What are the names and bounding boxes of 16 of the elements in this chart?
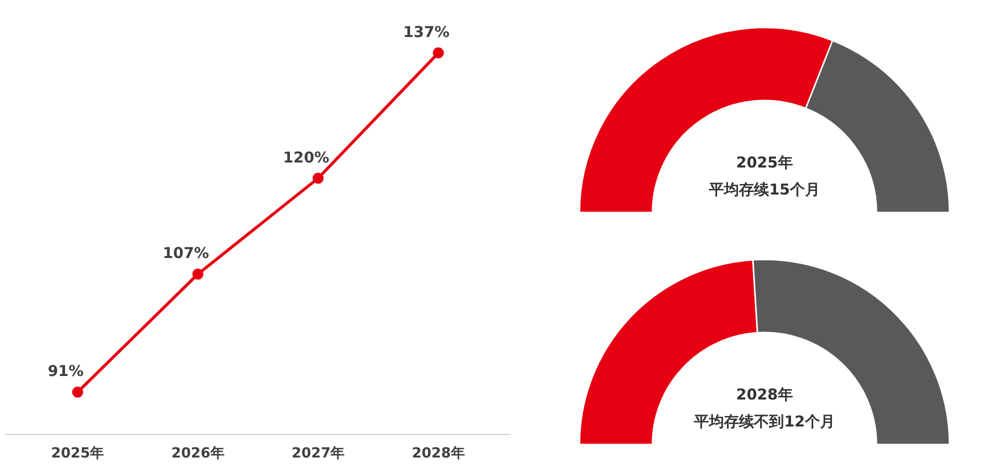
point [312,172,324,184]
x-tick-label: 2025年 [51,446,104,462]
point [72,386,84,398]
data-label: 107% [162,244,210,262]
data-label: 120% [282,148,330,166]
x-tick-label: 2026年 [171,446,224,462]
text: 2025年 [736,154,793,172]
text: 2028年 [736,386,793,404]
data-label: 91% [48,362,84,380]
text: 平均存续15个月 [708,180,820,198]
data-label: 137% [403,22,450,41]
x-tick-label: 2028年 [412,446,465,462]
text: 平均存续不到12个月 [693,412,835,430]
point [432,47,444,58]
x-tick-label: 2027年 [292,446,345,462]
point [192,268,204,280]
